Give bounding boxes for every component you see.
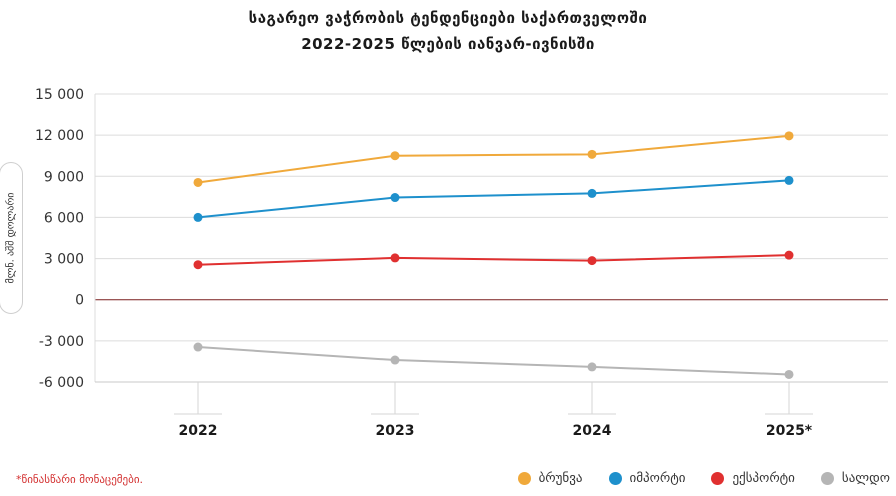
legend-item: იმპორტი xyxy=(608,471,686,486)
legend-label: ექსპორტი xyxy=(732,471,795,486)
chart-title: საგარეო ვაჭრობის ტენდენციები საქართველოშ… xyxy=(248,9,648,27)
data-point xyxy=(390,193,400,203)
series-line xyxy=(197,346,790,376)
y-axis-label: მლნ. აშშ დოლარი xyxy=(5,192,17,284)
data-point xyxy=(390,253,400,263)
data-point xyxy=(587,149,597,159)
legend-label: იმპორტი xyxy=(629,471,686,486)
data-point xyxy=(784,175,794,185)
data-point xyxy=(390,151,400,161)
chart-subtitle: 2022-2025 წლების იანვარ-ივნისში xyxy=(301,35,595,53)
data-point xyxy=(784,250,794,260)
legend-item: სალდო xyxy=(820,471,890,486)
y-tick-label: -3 000 xyxy=(39,334,84,350)
y-tick-label: 3 000 xyxy=(44,252,84,268)
footnote: *წინასწარი მონაცემები. xyxy=(16,473,144,486)
y-tick-label: -6 000 xyxy=(39,375,84,391)
series-line xyxy=(197,179,790,219)
data-point xyxy=(784,131,794,141)
data-point xyxy=(193,342,203,352)
x-tick-label: 2024 xyxy=(573,423,612,439)
y-tick-label: 9 000 xyxy=(44,169,84,185)
legend-marker xyxy=(517,472,531,485)
legend-marker xyxy=(711,472,725,485)
x-tick-label: 2023 xyxy=(376,423,415,439)
y-axis-label-box: მლნ. აშშ დოლარი xyxy=(0,162,23,314)
data-point xyxy=(390,355,400,365)
y-tick-label: 12 000 xyxy=(35,128,84,144)
data-point xyxy=(587,256,597,266)
y-tick-label: 0 xyxy=(75,293,84,309)
x-tick-label: 2022 xyxy=(179,423,218,439)
series-line xyxy=(197,254,790,266)
x-tick-label: 2025* xyxy=(766,423,813,439)
legend-label: ბრუნვა xyxy=(538,471,583,486)
series-line xyxy=(197,134,790,184)
data-point xyxy=(587,188,597,198)
legend-item: ბრუნვა xyxy=(517,471,583,486)
data-point xyxy=(193,177,203,187)
y-tick-label: 15 000 xyxy=(35,87,84,103)
data-point xyxy=(193,212,203,222)
data-point xyxy=(587,362,597,372)
legend-item: ექსპორტი xyxy=(711,471,795,486)
data-point xyxy=(193,260,203,270)
legend: ბრუნვა იმპორტი ექსპორტი სალდო xyxy=(517,471,890,486)
legend-marker xyxy=(608,472,622,485)
legend-marker xyxy=(820,472,834,485)
legend-label: სალდო xyxy=(841,471,890,486)
data-point xyxy=(784,369,794,379)
y-tick-label: 6 000 xyxy=(44,210,84,226)
